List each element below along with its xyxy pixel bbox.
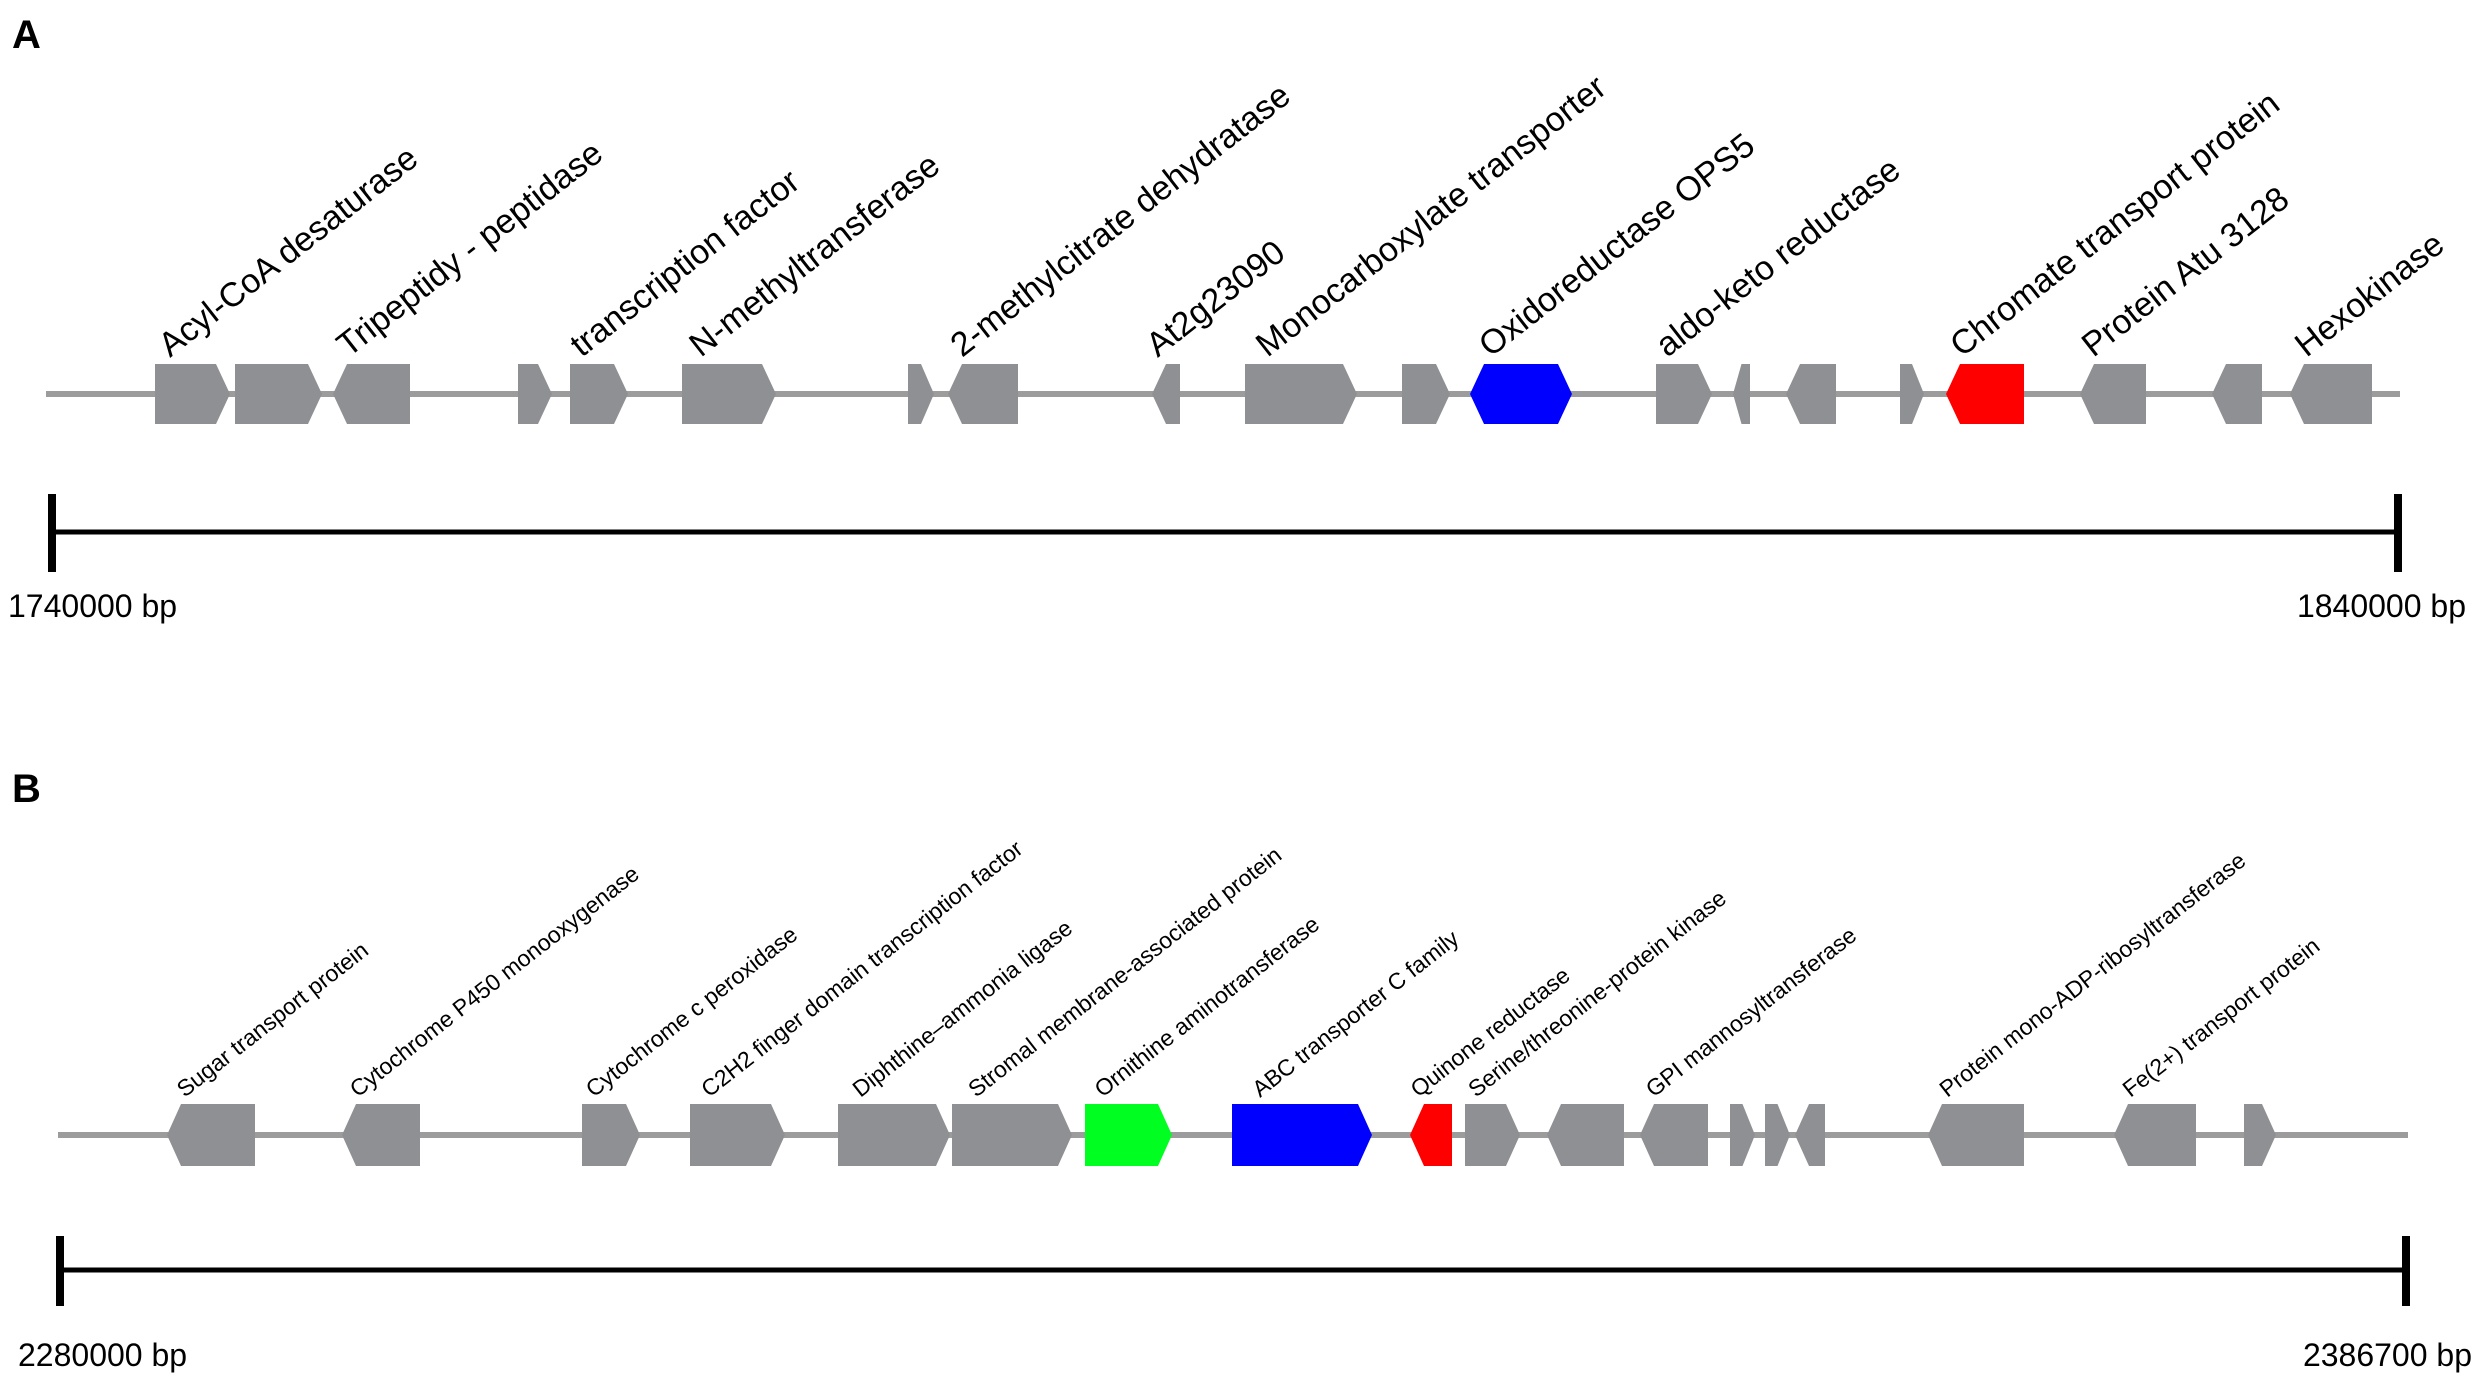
gene-arrow-b-4: [690, 1104, 785, 1166]
gene-arrow-a-17: [1946, 364, 2024, 424]
gene-arrow-b-5: [838, 1104, 950, 1166]
gene-arrow-b-2: [342, 1104, 420, 1166]
gene-arrow-b-10: [1465, 1104, 1520, 1166]
gene-arrow-a-1: [155, 364, 230, 424]
gene-arrow-b-13: [1730, 1104, 1755, 1166]
gene-label-b-17: Fe(2+) transport protein: [2117, 932, 2324, 1102]
gene-arrow-a-6: [682, 364, 776, 424]
gene-label-b-1: Sugar transport protein: [172, 937, 373, 1102]
genes-b: [167, 1104, 2276, 1166]
gene-arrow-b-12: [1640, 1104, 1708, 1166]
gene-arrow-a-7: [908, 364, 934, 424]
gene-arrow-a-4: [518, 364, 552, 424]
gene-label-a-10: Monocarboxylate transporter: [1249, 68, 1613, 364]
scale-end-label-b: 2386700 bp: [2303, 1337, 2472, 1373]
gene-arrow-a-8: [948, 364, 1018, 424]
gene-arrow-b-3: [582, 1104, 640, 1166]
gene-arrow-a-19: [2212, 364, 2262, 424]
gene-arrow-a-20: [2290, 364, 2372, 424]
gene-arrow-b-7: [1085, 1104, 1172, 1166]
gene-label-b-2: Cytochrome P450 monooxygenase: [345, 860, 644, 1102]
gene-arrow-b-18: [2244, 1104, 2276, 1166]
gene-arrow-a-2: [235, 364, 322, 424]
gene-arrow-a-11: [1402, 364, 1450, 424]
panel-letter-b: B: [12, 767, 41, 811]
scale-end-label-a: 1840000 bp: [2297, 588, 2466, 624]
gene-arrow-b-1: [167, 1104, 255, 1166]
gene-arrow-b-9: [1410, 1104, 1452, 1166]
gene-arrow-a-10: [1245, 364, 1357, 424]
gene-label-a-20: Hexokinase: [2288, 225, 2451, 364]
scale-start-label-a: 1740000 bp: [8, 588, 177, 624]
gene-arrow-b-16: [1928, 1104, 2024, 1166]
gene-arrow-b-17: [2114, 1104, 2196, 1166]
gene-arrow-a-9: [1152, 364, 1180, 424]
gene-arrow-a-14: [1733, 364, 1750, 424]
gene-arrow-a-12: [1470, 364, 1572, 424]
gene-arrow-a-3: [333, 364, 410, 424]
gene-arrow-b-11: [1547, 1104, 1624, 1166]
gene-arrow-b-15: [1795, 1104, 1825, 1166]
genes-a: [155, 364, 2372, 424]
panel-letter-a: A: [12, 13, 41, 57]
gene-label-b-3: Cytochrome c peroxidase: [581, 921, 803, 1102]
gene-label-a-8: 2-methylcitrate dehydratase: [944, 76, 1298, 364]
gene-arrow-b-8: [1232, 1104, 1372, 1166]
gene-arrow-a-16: [1900, 364, 1924, 424]
gene-arrow-a-5: [570, 364, 628, 424]
gene-arrow-b-6: [952, 1104, 1072, 1166]
gene-label-b-16: Protein mono-ADP-ribosyltransferase: [1934, 847, 2250, 1102]
gene-arrow-a-18: [2080, 364, 2146, 424]
gene-arrow-a-15: [1786, 364, 1836, 424]
scale-start-label-b: 2280000 bp: [18, 1337, 187, 1373]
gene-arrow-b-14: [1765, 1104, 1790, 1166]
scale-bar-a: 1740000 bp 1840000 bp: [8, 494, 2466, 624]
scale-bar-b: 2280000 bp 2386700 bp: [18, 1236, 2472, 1373]
gene-arrow-a-13: [1656, 364, 1712, 424]
